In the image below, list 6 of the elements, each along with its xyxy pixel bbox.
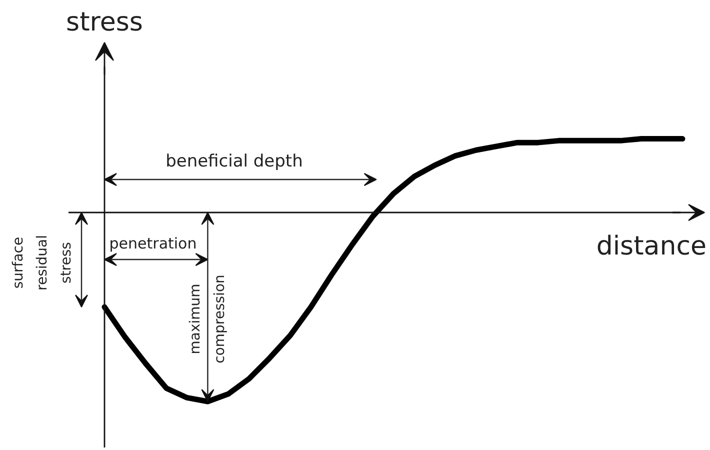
annotation: beneficial depth [166, 152, 303, 172]
text: surface residual stress [10, 235, 74, 290]
x-axis-title: distance [596, 232, 706, 262]
y-axis-title: stress [66, 8, 143, 38]
annotation: maximum compression [187, 274, 228, 364]
annotation: penetration [109, 234, 197, 252]
